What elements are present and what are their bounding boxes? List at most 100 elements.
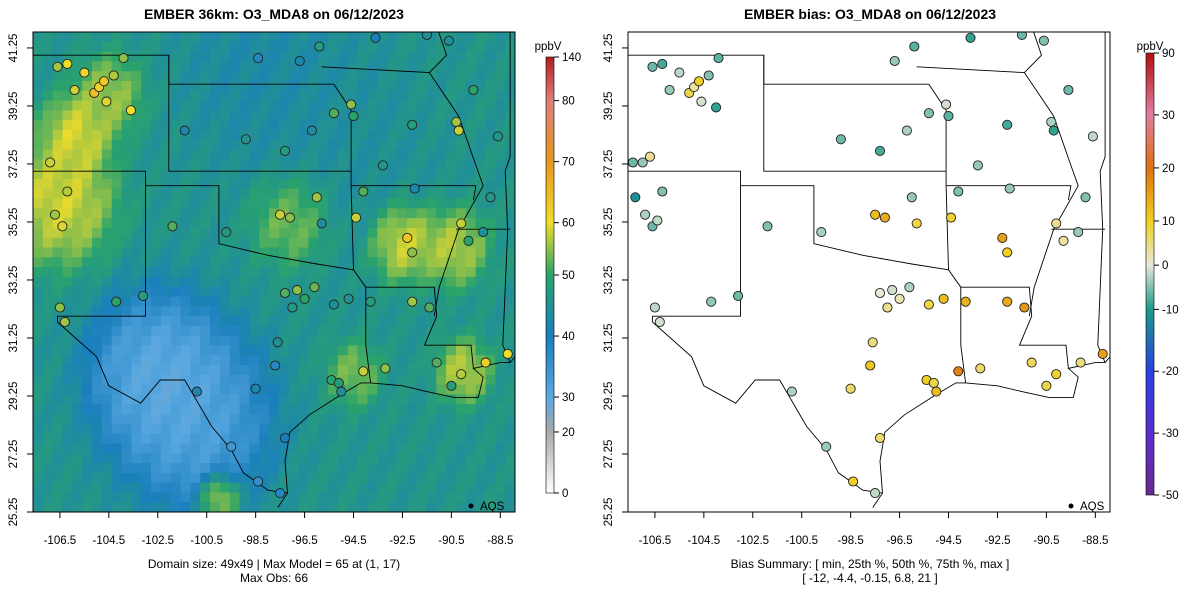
heatmap-cell [288,129,300,141]
heatmap-cell [387,365,398,376]
heatmap-cell [465,472,477,484]
heatmap-cell [210,208,221,219]
heatmap-cell [239,32,251,43]
heatmap-cell [416,443,428,454]
heatmap-cell [387,404,398,415]
heatmap-cell [151,208,162,219]
heatmap-cell [160,267,172,278]
station-point [221,227,232,238]
heatmap-cell [465,208,477,219]
heatmap-cell [259,110,270,121]
heatmap-cell [33,139,44,151]
station-point [191,386,202,397]
heatmap-cell [82,394,93,405]
heatmap-cell [210,414,221,425]
heatmap-cell [170,198,182,209]
heatmap-cell [406,472,418,484]
station-point [226,441,237,452]
heatmap-cell [396,51,408,62]
colorbar-tick-label: 50 [562,270,575,282]
heatmap-cell [111,41,123,53]
heatmap-cell [278,414,290,425]
heatmap-cell [229,159,241,170]
heatmap-cell [387,51,398,62]
heatmap-cell [308,80,319,92]
heatmap-cell [200,374,211,386]
heatmap-cell [387,139,398,151]
heatmap-cell [455,139,467,151]
heatmap-cell [485,492,496,503]
heatmap-cell [210,257,221,268]
heatmap-cell [131,110,142,121]
heatmap-cell [160,32,172,43]
heatmap-cell [357,453,369,464]
heatmap-cell [475,169,487,180]
heatmap-cell [318,237,329,249]
heatmap-cell [357,178,369,190]
heatmap-cell [170,423,182,435]
heatmap-cell [111,404,123,415]
heatmap-cell [446,61,457,72]
heatmap-cell [465,443,477,454]
heatmap-cell [416,335,428,347]
heatmap-cell [259,472,270,484]
heatmap-cell [52,32,64,43]
heatmap-cell [170,247,182,258]
heatmap-cell [141,139,152,151]
heatmap-cell [426,414,437,425]
heatmap-cell [200,276,211,288]
heatmap-cell [229,267,241,278]
heatmap-cell [278,257,290,268]
border-line [945,171,967,383]
heatmap-cell [298,267,310,278]
heatmap-cell [505,404,515,415]
heatmap-cell [387,178,398,190]
heatmap-cell [337,100,349,111]
heatmap-cell [259,365,270,376]
heatmap-cell [121,443,132,454]
station-point [887,285,898,296]
station-point [931,386,942,397]
heatmap-cell [426,276,437,288]
heatmap-cell [387,71,398,82]
heatmap-cell [210,139,221,151]
heatmap-cell [446,267,457,278]
heatmap-cell [92,286,103,298]
heatmap-cell [318,472,329,484]
heatmap-cell [151,267,162,278]
heatmap-cell [42,100,54,111]
heatmap-cell [141,80,152,92]
heatmap-cell [72,443,83,454]
heatmap-cell [111,90,123,102]
heatmap-cell [347,208,359,219]
heatmap-cell [141,110,152,121]
heatmap-cell [436,472,447,484]
heatmap-cell [396,71,408,82]
heatmap-cell [42,404,54,415]
heatmap-cell [318,404,329,415]
heatmap-cell [190,335,201,347]
heatmap-cell [298,188,310,200]
heatmap-cell [288,325,300,337]
station-point [649,302,660,313]
heatmap-cell [465,110,477,121]
heatmap-cell [101,316,113,327]
heatmap-cell [396,384,408,396]
heatmap-cell [131,41,142,53]
heatmap-cell [229,453,241,464]
legend-marker [468,503,474,509]
border-line [277,492,288,508]
station-point [1075,357,1086,368]
heatmap-cell [485,218,496,229]
heatmap-cell [367,188,378,200]
heatmap-cell [485,178,496,190]
heatmap-cell [318,502,329,512]
heatmap-cell [436,218,447,229]
heatmap-cell [131,394,142,405]
station-point [138,290,149,301]
heatmap-cell [406,178,418,190]
heatmap-cell [151,433,162,445]
heatmap-cell [180,423,191,435]
heatmap-cell [52,423,64,435]
heatmap-cell [92,110,103,121]
